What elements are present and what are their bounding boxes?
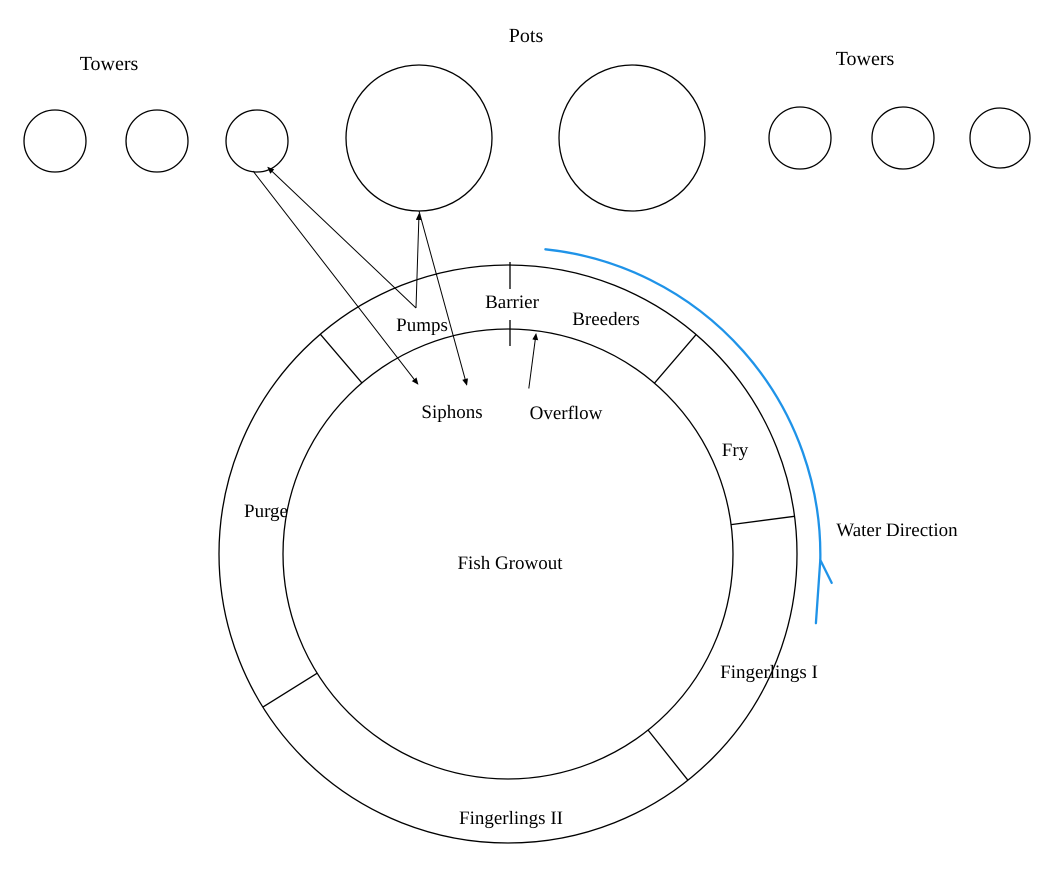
svg-text:Purge: Purge bbox=[244, 501, 288, 522]
svg-text:Pumps: Pumps bbox=[396, 315, 448, 336]
svg-text:Towers: Towers bbox=[80, 53, 139, 75]
svg-text:Pots: Pots bbox=[509, 25, 544, 47]
svg-text:Siphons: Siphons bbox=[421, 402, 482, 423]
svg-text:Overflow: Overflow bbox=[530, 403, 603, 424]
svg-text:Fingerlings I: Fingerlings I bbox=[720, 662, 818, 683]
svg-text:Towers: Towers bbox=[836, 48, 895, 70]
svg-text:Fingerlings II: Fingerlings II bbox=[459, 808, 563, 829]
svg-text:Water Direction: Water Direction bbox=[836, 520, 958, 541]
svg-text:Fry: Fry bbox=[722, 440, 749, 461]
svg-text:Barrier: Barrier bbox=[485, 292, 539, 313]
svg-text:Fish Growout: Fish Growout bbox=[457, 553, 563, 574]
svg-text:Breeders: Breeders bbox=[572, 309, 640, 330]
